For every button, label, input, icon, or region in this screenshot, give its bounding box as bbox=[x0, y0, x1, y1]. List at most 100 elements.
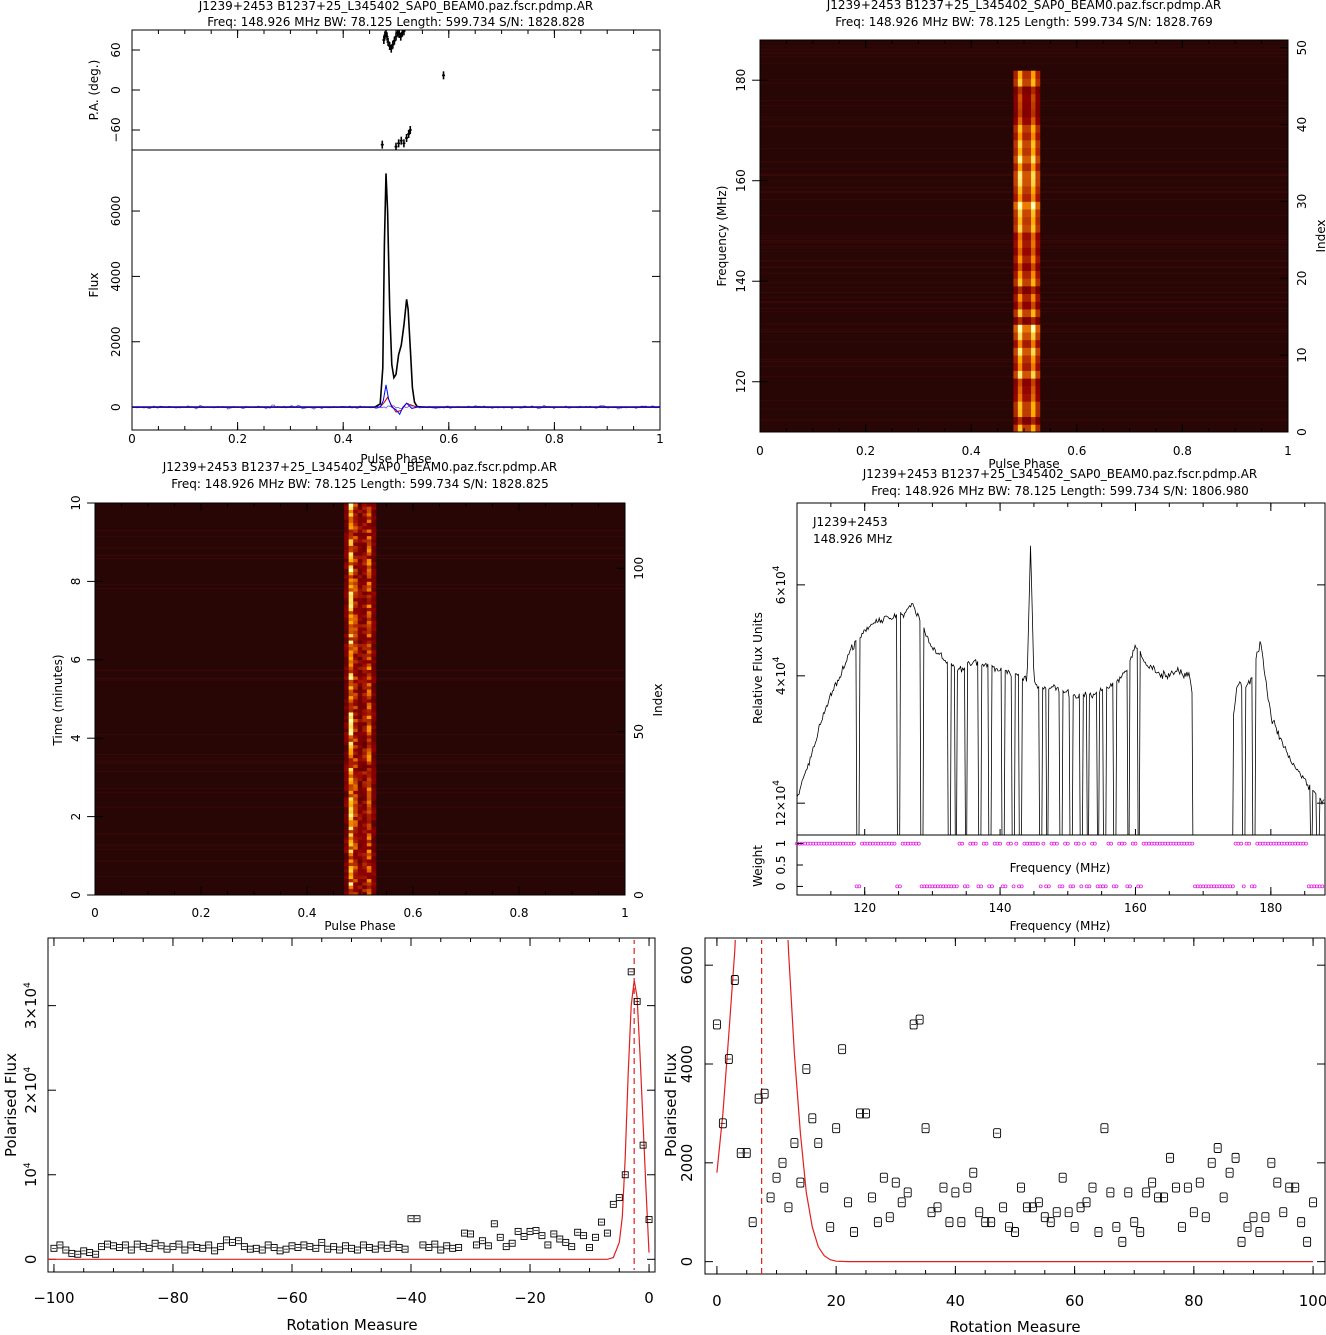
time-phase-cell bbox=[357, 650, 363, 654]
time-phase-cell bbox=[362, 506, 368, 510]
time-phase-cell bbox=[357, 545, 363, 550]
weight-point bbox=[1139, 884, 1143, 889]
time-phase-cell bbox=[366, 868, 372, 873]
time-phase-cell bbox=[348, 627, 354, 631]
time-phase-cell bbox=[348, 891, 354, 896]
time-phase-cell bbox=[344, 529, 350, 533]
freq-phase-cell bbox=[1026, 186, 1032, 195]
time-phase-cell bbox=[344, 601, 350, 605]
time-phase-cell bbox=[371, 731, 377, 736]
rm-wide-point bbox=[371, 1245, 379, 1253]
profile-title: J1239+2453 B1237+25_L345402_SAP0_BEAM0.p… bbox=[198, 0, 594, 13]
time-phase-cell bbox=[353, 666, 359, 670]
freq-phase-cell bbox=[1013, 355, 1019, 364]
time-phase-cell bbox=[362, 561, 368, 566]
freq-phase-cell bbox=[1031, 378, 1036, 387]
freq-phase-cell bbox=[1022, 139, 1028, 149]
freq-phase-cell bbox=[1031, 201, 1036, 210]
freq-phase-cell bbox=[1026, 293, 1032, 302]
time-phase-cell bbox=[357, 594, 363, 599]
time-phase-cell bbox=[371, 715, 377, 719]
time-phase-cell bbox=[362, 565, 368, 569]
time-phase-cell bbox=[348, 571, 354, 576]
tp-x-label-0: 0 bbox=[91, 906, 99, 920]
time-phase-cell bbox=[353, 859, 359, 863]
time-phase-cell bbox=[348, 826, 354, 831]
weight-point bbox=[1076, 841, 1081, 846]
freq-phase-cell bbox=[1035, 270, 1041, 279]
weight-point bbox=[916, 841, 921, 846]
time-phase-cell bbox=[344, 699, 350, 703]
time-phase-cell bbox=[348, 868, 354, 873]
time-phase-cell bbox=[371, 721, 377, 726]
freq-phase-cell bbox=[1035, 101, 1041, 110]
freq-phase-cell bbox=[1017, 262, 1023, 271]
time-phase-cell bbox=[366, 754, 372, 759]
rm-narrow-point bbox=[742, 1147, 751, 1158]
weight-point bbox=[1320, 884, 1325, 889]
rm-wide-y-label-3: 3×104 bbox=[22, 982, 40, 1029]
freq-phase-cell bbox=[1013, 255, 1019, 264]
time-phase-cell bbox=[362, 734, 368, 739]
rm-wide-point bbox=[127, 1246, 135, 1254]
freq-phase-cell bbox=[1017, 209, 1023, 218]
rm-wide-x-ticks: −100 −80 −60 −40 −20 0 bbox=[33, 938, 654, 1307]
freq-phase-cell bbox=[1022, 324, 1028, 333]
time-phase-cell bbox=[353, 865, 359, 870]
time-phase-cell bbox=[353, 715, 359, 719]
time-phase-cell bbox=[362, 859, 368, 863]
time-phase-cell bbox=[362, 525, 368, 530]
freq-phase-cell bbox=[1022, 124, 1028, 133]
freq-phase-cell bbox=[1035, 339, 1041, 348]
time-phase-cell bbox=[353, 761, 359, 765]
bp-y-label-2-exp: 4 bbox=[772, 565, 782, 571]
time-phase-cell bbox=[353, 770, 359, 775]
time-phase-cell bbox=[371, 868, 377, 873]
weight-y-label-2: 1 bbox=[774, 840, 788, 848]
weight-point bbox=[1092, 841, 1097, 846]
freq-phase-cell bbox=[1031, 255, 1036, 264]
freq-phase-cell bbox=[1031, 101, 1036, 110]
tp-x-label-4: 0.8 bbox=[509, 906, 528, 920]
weight-point bbox=[1239, 841, 1243, 846]
freq-phase-cell bbox=[1026, 355, 1032, 364]
time-phase-cell bbox=[353, 803, 359, 808]
time-phase-cell bbox=[366, 545, 372, 550]
freq-phase-cell bbox=[1022, 78, 1028, 87]
freq-phase-cell bbox=[1017, 293, 1023, 302]
time-phase-cell bbox=[344, 770, 350, 775]
freq-phase-cell bbox=[1031, 408, 1036, 418]
time-phase-cell bbox=[362, 764, 368, 768]
freq-phase-cell bbox=[1017, 393, 1023, 402]
time-phase-cell bbox=[362, 842, 368, 847]
freq-phase-cell bbox=[1031, 186, 1036, 195]
time-phase-cell bbox=[344, 617, 350, 621]
freq-phase-index-ticks: 0 10 20 30 40 50 bbox=[1280, 40, 1309, 436]
freq-phase-cell bbox=[1026, 339, 1032, 348]
time-phase-cell bbox=[353, 636, 359, 641]
time-phase-cell bbox=[362, 777, 368, 782]
freq-phase-cell bbox=[1022, 178, 1028, 187]
time-phase-index-ticks: 0 50 100 bbox=[617, 557, 646, 899]
time-phase-cell bbox=[366, 787, 372, 791]
time-phase-cell bbox=[344, 682, 350, 687]
time-phase-cell bbox=[357, 561, 363, 566]
time-phase-cell bbox=[353, 855, 359, 860]
freq-phase-cell bbox=[1022, 147, 1028, 156]
time-phase-cell bbox=[362, 607, 368, 612]
freq-phase-cell bbox=[1026, 332, 1032, 341]
rm-narrow-point bbox=[838, 1044, 847, 1055]
time-phase-cell bbox=[353, 741, 359, 746]
freq-phase-cell bbox=[1013, 316, 1019, 325]
rm-narrow-point bbox=[820, 1182, 829, 1193]
freq-phase-cell bbox=[1017, 339, 1023, 348]
time-phase-cell bbox=[353, 561, 359, 566]
time-phase-cell bbox=[371, 846, 377, 850]
fp-index-label-0: 0 bbox=[1295, 428, 1309, 436]
rm-narrow-point bbox=[1183, 1182, 1192, 1193]
time-phase-cell bbox=[362, 868, 368, 873]
time-phase-cell bbox=[353, 617, 359, 621]
freq-phase-cell bbox=[1017, 347, 1023, 356]
time-phase-cell bbox=[357, 538, 363, 543]
time-phase-cell bbox=[371, 728, 377, 733]
